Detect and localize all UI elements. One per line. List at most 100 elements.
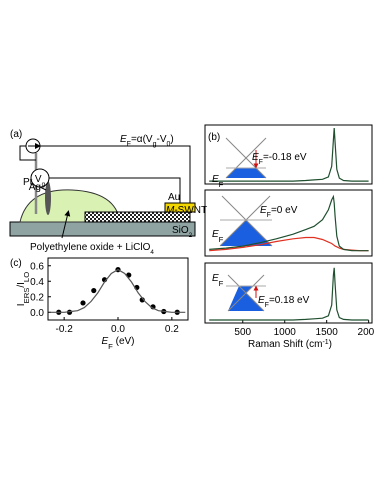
x-tick-label: 1500: [316, 327, 339, 338]
substrate-label-part: SiO: [172, 225, 189, 236]
x-axis-label-part: Raman Shift (cm: [248, 339, 322, 350]
x-axis-label-part: ): [329, 339, 332, 350]
annotation-part: =0 eV: [271, 205, 298, 216]
filled-band: [220, 220, 272, 246]
panel-label: (a): [10, 129, 22, 140]
inset-label-part: F: [219, 180, 224, 189]
ag-electrode: [45, 181, 51, 215]
plot-frame: [204, 124, 373, 185]
y-tick-label: 0.0: [30, 308, 44, 319]
filled-band: [226, 168, 266, 178]
nanotube-label: M-SWNT: [166, 205, 207, 216]
y-tick-label: 0.2: [30, 292, 44, 303]
y-tick-label: 0.6: [30, 261, 44, 272]
electrode-label: Ag: [29, 182, 41, 193]
x-axis-label-part: F: [108, 342, 113, 351]
wire: [49, 177, 181, 203]
equation-part: F: [127, 141, 131, 148]
annotation-part: =0.18 eV: [269, 295, 310, 306]
inset-label-part: E: [212, 273, 219, 284]
annotation: EF=0 eV: [260, 205, 298, 219]
cone-line: [225, 137, 267, 179]
data-point: [80, 300, 86, 306]
nanotube-label-part: -SWNT: [174, 205, 207, 216]
chart: [204, 124, 373, 185]
annotation: EF=-0.18 eV: [252, 152, 307, 166]
series-line: [209, 194, 369, 252]
substrate-label-part: 2: [189, 232, 193, 239]
cone-line: [221, 195, 273, 247]
y-axis-label-part: I: [16, 303, 27, 306]
data-point: [139, 297, 145, 303]
equation-part: g: [153, 141, 157, 148]
substrate-label: SiO2: [172, 225, 193, 239]
annotation-part: F: [267, 212, 271, 219]
equation-part: 0: [166, 141, 170, 148]
x-axis-label-part: E: [101, 336, 108, 347]
x-axis-label-part: -1: [322, 339, 328, 346]
source-label: Vg: [35, 174, 46, 188]
electrolyte-label: Polyethylene oxide + LiClO4: [30, 242, 154, 256]
series-line: [50, 268, 186, 313]
x-axis-label: Raman Shift (cm-1): [248, 339, 332, 351]
inset-label-part: E: [212, 174, 219, 185]
source-label-part: g: [42, 181, 46, 188]
cone-line: [227, 274, 265, 312]
inset-label-part: E: [212, 229, 219, 240]
annotation: EF=0.18 eV: [258, 295, 310, 309]
x-tick-label: 1000: [274, 327, 297, 338]
pointer-arrow: [61, 210, 71, 239]
x-axis-label: EF (eV): [101, 336, 134, 351]
x-tick-label: 500: [234, 327, 251, 338]
chart: 500 1000 1500 2000: [204, 262, 374, 338]
substrate: [9, 221, 196, 237]
panel-label: (c): [10, 258, 22, 269]
y-axis-label: IERS/ILO: [16, 272, 31, 306]
wire: [40, 145, 191, 203]
inset-label: EF: [212, 273, 224, 288]
x-axis-label-part: (eV): [113, 336, 135, 347]
inset-label: EF: [212, 229, 224, 244]
equation-part: E: [120, 134, 127, 145]
source-label-part: V: [35, 174, 42, 185]
annotation-part: F: [265, 302, 269, 309]
annotation-part: =-0.18 eV: [263, 152, 307, 163]
inset-label-part: F: [219, 279, 224, 288]
x-tick-label: 0.0: [111, 324, 125, 335]
plot-frame: [204, 189, 373, 257]
x-tick-label: 2000: [358, 327, 374, 338]
y-tick-label: 0.4: [30, 277, 44, 288]
electrolyte-label-part: Polyethylene oxide + LiClO: [30, 242, 151, 253]
annotation-part: E: [252, 152, 259, 163]
annotation-part: E: [260, 205, 267, 216]
inset-label: EF: [212, 174, 224, 189]
chart: -0.2 0.0 0.2 0.0 0.2 0.4 0.6: [30, 257, 189, 335]
electrode-label: Pt: [23, 177, 33, 188]
electrode-label: Au: [168, 192, 180, 203]
filled-band: [228, 286, 264, 311]
x-tick-label: -0.2: [56, 324, 74, 335]
equation: EF=α(Vg-V0): [120, 134, 174, 148]
equation-part: =α(V: [131, 134, 153, 145]
band-insets: [219, 137, 273, 312]
y-axis-label-part: LO: [22, 272, 31, 282]
chart: [204, 189, 373, 257]
nanotube-label-part: M: [166, 205, 175, 216]
equation-part: ): [170, 134, 173, 145]
inset-label-part: F: [219, 235, 224, 244]
nanotube: [84, 211, 191, 223]
annotation-part: E: [258, 295, 265, 306]
series-line: [209, 267, 369, 321]
wire: [39, 186, 47, 191]
plot-frame: [204, 262, 373, 324]
equation-part: -V: [156, 134, 166, 145]
y-axis-label-part: /I: [16, 282, 27, 288]
wire: [19, 145, 36, 161]
panel-label: (b): [208, 132, 220, 143]
cone-line: [219, 195, 271, 247]
y-axis-label-part: ERS: [22, 288, 31, 304]
x-tick-label: 0.2: [165, 324, 179, 335]
annotation-part: F: [259, 159, 263, 166]
